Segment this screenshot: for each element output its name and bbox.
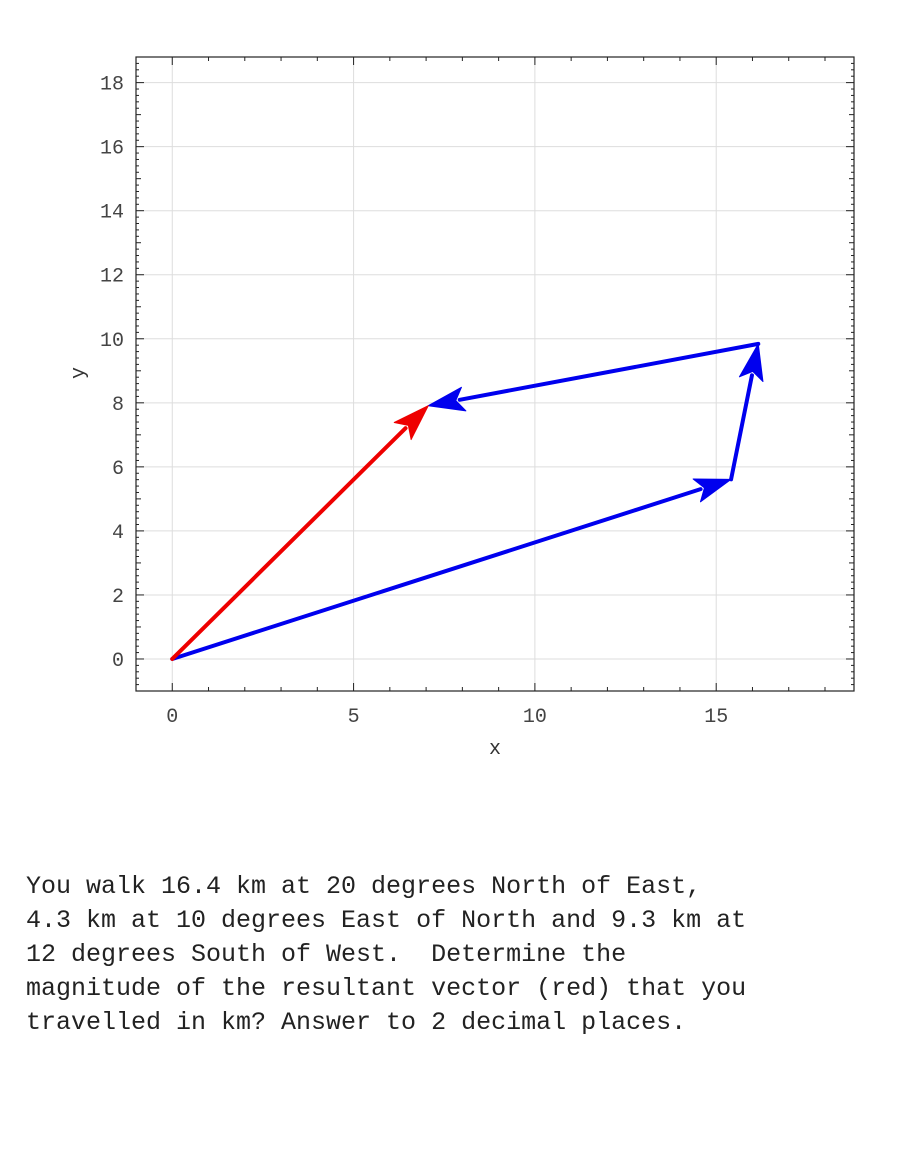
y-axis-title: y	[68, 367, 91, 379]
vector-arrowhead	[738, 343, 764, 383]
vector-shaft	[170, 426, 408, 661]
tick-labels: 0 5 10 15 0 2 4 6 8 10 12 14 16 18	[100, 74, 728, 729]
y-tick-label: 4	[112, 522, 124, 545]
x-tick-label: 0	[166, 706, 178, 729]
plot-frame	[135, 56, 855, 692]
component-vector	[427, 341, 761, 412]
question-text: You walk 16.4 km at 20 degrees North of …	[26, 870, 886, 1040]
x-tick-label: 15	[704, 706, 728, 729]
grid-lines	[136, 57, 854, 691]
component-vector	[729, 343, 764, 482]
vector-shaft	[729, 373, 754, 482]
question-line: 4.3 km at 10 degrees East of North and 9…	[26, 906, 747, 935]
y-tick-label: 8	[112, 394, 124, 417]
x-tick-label: 5	[348, 706, 360, 729]
vector-arrowhead	[427, 386, 467, 412]
y-tick-label: 14	[100, 202, 124, 225]
question-line: 12 degrees South of West. Determine the	[26, 940, 627, 969]
y-tick-label: 0	[112, 650, 124, 673]
y-tick-label: 16	[100, 138, 124, 161]
vector-shaft	[457, 341, 761, 402]
y-tick-label: 18	[100, 74, 124, 97]
y-tick-label: 6	[112, 458, 124, 481]
x-tick-label: 10	[523, 706, 547, 729]
vector-arrowhead	[393, 405, 429, 441]
vector-arrowhead	[692, 478, 732, 503]
vectors	[170, 341, 764, 661]
vector-plot: 0 5 10 15 0 2 4 6 8 10 12 14 16 18 x y	[68, 56, 855, 761]
resultant-vector	[170, 405, 429, 661]
y-tick-label: 2	[112, 586, 124, 609]
question-line: travelled in km? Answer to 2 decimal pla…	[26, 1008, 687, 1037]
vector-shaft	[170, 487, 703, 661]
question-line: magnitude of the resultant vector (red) …	[26, 974, 747, 1003]
y-tick-label: 12	[100, 266, 124, 289]
x-axis-title: x	[489, 738, 501, 761]
y-tick-label: 10	[100, 330, 124, 353]
question-line: You walk 16.4 km at 20 degrees North of …	[26, 872, 702, 901]
component-vector	[170, 478, 732, 661]
